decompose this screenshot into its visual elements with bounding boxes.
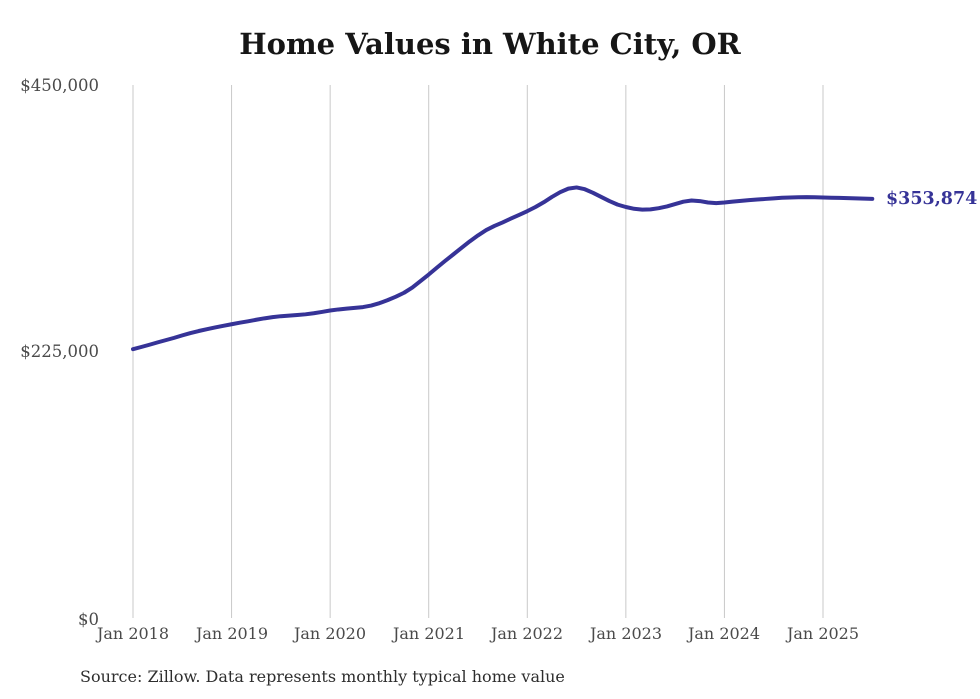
x-axis-tick-label-jan-2025: Jan 2025 (786, 624, 860, 643)
y-axis-tick-label-225000: $225,000 (20, 342, 99, 361)
y-axis-tick-label-450000: $450,000 (20, 76, 99, 95)
source-note: Source: Zillow. Data represents monthly … (80, 667, 565, 686)
x-axis-tick-label-jan-2024: Jan 2024 (687, 624, 761, 643)
home-value-line (131, 185, 875, 352)
x-axis-tick-label-jan-2022: Jan 2022 (490, 624, 564, 643)
x-axis-tick-label-jan-2019: Jan 2019 (195, 624, 269, 643)
x-axis-tick-label-jan-2020: Jan 2020 (293, 624, 367, 643)
chart-title: Home Values in White City, OR (239, 27, 741, 61)
final-value-label: $353,874 (886, 188, 978, 209)
x-axis-tick-label-jan-2023: Jan 2023 (589, 624, 663, 643)
y-axis-tick-label-0: $0 (78, 610, 99, 629)
x-axis-tick-label-jan-2021: Jan 2021 (392, 624, 466, 643)
x-axis-tick-label-jan-2018: Jan 2018 (96, 624, 170, 643)
